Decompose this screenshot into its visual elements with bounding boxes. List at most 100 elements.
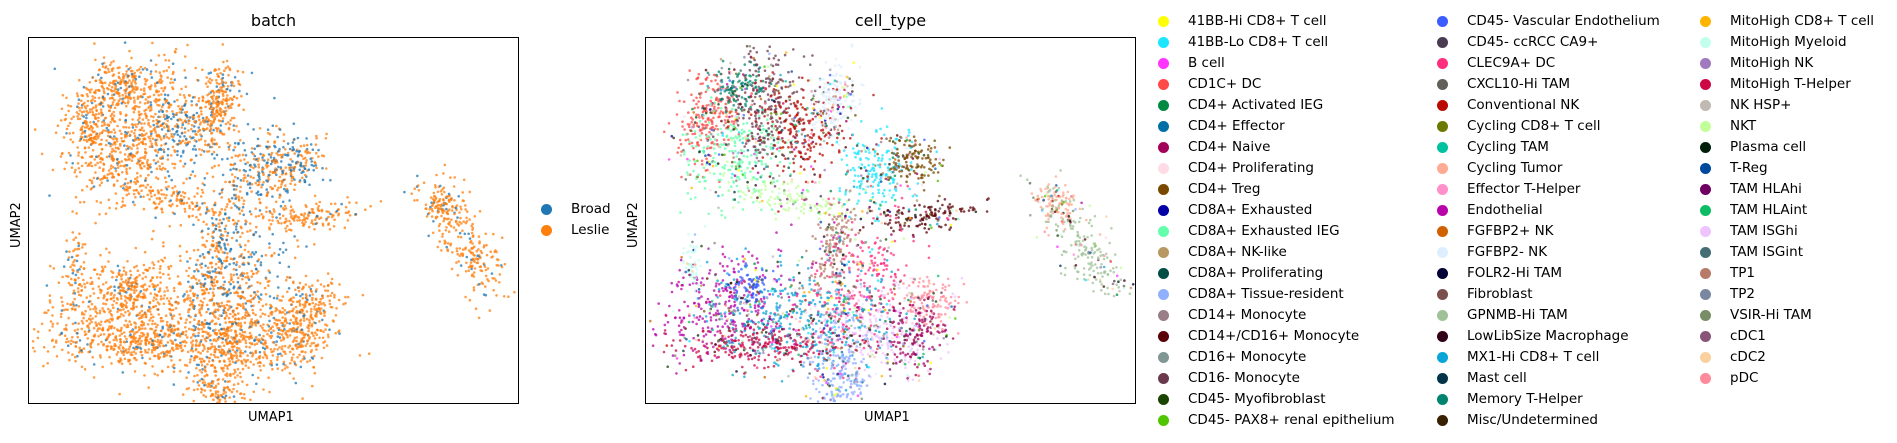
scatter-point	[125, 87, 129, 90]
scatter-point	[63, 334, 67, 338]
scatter-point	[270, 361, 273, 365]
scatter-point	[210, 89, 214, 93]
scatter-point	[236, 177, 240, 180]
scatter-point	[108, 152, 112, 156]
scatter-point	[159, 295, 163, 298]
scatter-point	[261, 338, 264, 341]
scatter-point	[220, 327, 223, 331]
scatter-point	[222, 60, 225, 64]
scatter-point	[303, 218, 307, 222]
scatter-point	[452, 185, 456, 188]
scatter-point	[226, 94, 229, 97]
scatter-point	[278, 309, 281, 313]
scatter-point	[328, 328, 331, 332]
scatter-point	[77, 241, 80, 245]
scatter-point	[433, 195, 437, 198]
scatter-point	[85, 113, 88, 117]
scatter-point	[164, 344, 168, 347]
scatter-point	[166, 147, 170, 151]
scatter-point	[198, 254, 202, 258]
scatter-point	[221, 102, 224, 106]
batch-umap-plot	[28, 37, 519, 404]
scatter-point	[70, 277, 73, 281]
scatter-point	[137, 110, 141, 114]
scatter-point	[244, 308, 247, 311]
scatter-point	[118, 94, 121, 98]
scatter-point	[265, 356, 269, 360]
scatter-point	[40, 152, 44, 156]
scatter-point	[142, 271, 145, 275]
scatter-point	[234, 154, 237, 157]
scatter-point	[225, 341, 229, 345]
scatter-point	[249, 360, 252, 364]
scatter-point	[727, 138, 730, 142]
scatter-point	[165, 297, 169, 300]
scatter-point	[223, 292, 226, 295]
scatter-point	[146, 351, 150, 354]
scatter-point	[276, 348, 279, 351]
scatter-point	[238, 354, 242, 358]
scatter-point	[137, 191, 140, 194]
scatter-point	[276, 358, 279, 362]
scatter-point	[233, 337, 237, 340]
scatter-point	[133, 180, 136, 184]
scatter-point	[299, 318, 303, 322]
scatter-point	[464, 246, 468, 249]
scatter-point	[185, 114, 189, 118]
scatter-point	[259, 308, 262, 312]
scatter-point	[282, 207, 285, 210]
scatter-point	[250, 336, 254, 340]
scatter-point	[72, 340, 75, 344]
scatter-point	[201, 202, 204, 205]
scatter-point	[327, 215, 330, 219]
scatter-point	[326, 294, 330, 298]
scatter-point	[239, 245, 243, 249]
scatter-point	[196, 296, 199, 300]
scatter-point	[123, 324, 126, 327]
scatter-point	[240, 253, 243, 256]
scatter-point	[65, 274, 68, 278]
scatter-point	[88, 322, 91, 325]
scatter-point	[288, 276, 292, 279]
scatter-point	[98, 327, 101, 330]
scatter-point	[51, 322, 55, 326]
scatter-point	[203, 277, 207, 281]
scatter-point	[296, 326, 300, 329]
scatter-point	[218, 109, 222, 112]
scatter-point	[233, 291, 236, 295]
scatter-point	[73, 171, 76, 174]
scatter-point	[235, 184, 239, 188]
scatter-point	[149, 130, 152, 133]
scatter-point	[210, 152, 214, 156]
scatter-point	[148, 198, 151, 201]
scatter-point	[76, 270, 79, 274]
scatter-point	[463, 232, 467, 236]
scatter-point	[259, 324, 262, 328]
scatter-point	[292, 315, 296, 318]
scatter-point	[103, 293, 106, 297]
scatter-point	[150, 351, 154, 354]
scatter-point	[91, 95, 94, 98]
scatter-point	[151, 319, 154, 323]
scatter-point	[200, 391, 203, 394]
scatter-point	[273, 184, 277, 188]
scatter-point	[94, 123, 98, 127]
scatter-point	[253, 295, 257, 299]
scatter-point	[178, 254, 182, 258]
scatter-point	[116, 88, 120, 91]
scatter-point	[294, 305, 298, 309]
scatter-point	[71, 353, 74, 356]
scatter-point	[239, 349, 242, 353]
scatter-point	[90, 155, 93, 159]
scatter-point	[114, 169, 118, 173]
scatter-point	[124, 299, 127, 302]
scatter-point	[164, 142, 168, 145]
scatter-point	[183, 69, 186, 72]
scatter-point	[239, 139, 242, 142]
scatter-point	[187, 274, 190, 278]
scatter-point	[94, 221, 97, 225]
scatter-point	[218, 314, 222, 317]
scatter-point	[113, 135, 116, 138]
scatter-point	[216, 396, 219, 399]
scatter-point	[313, 228, 316, 231]
